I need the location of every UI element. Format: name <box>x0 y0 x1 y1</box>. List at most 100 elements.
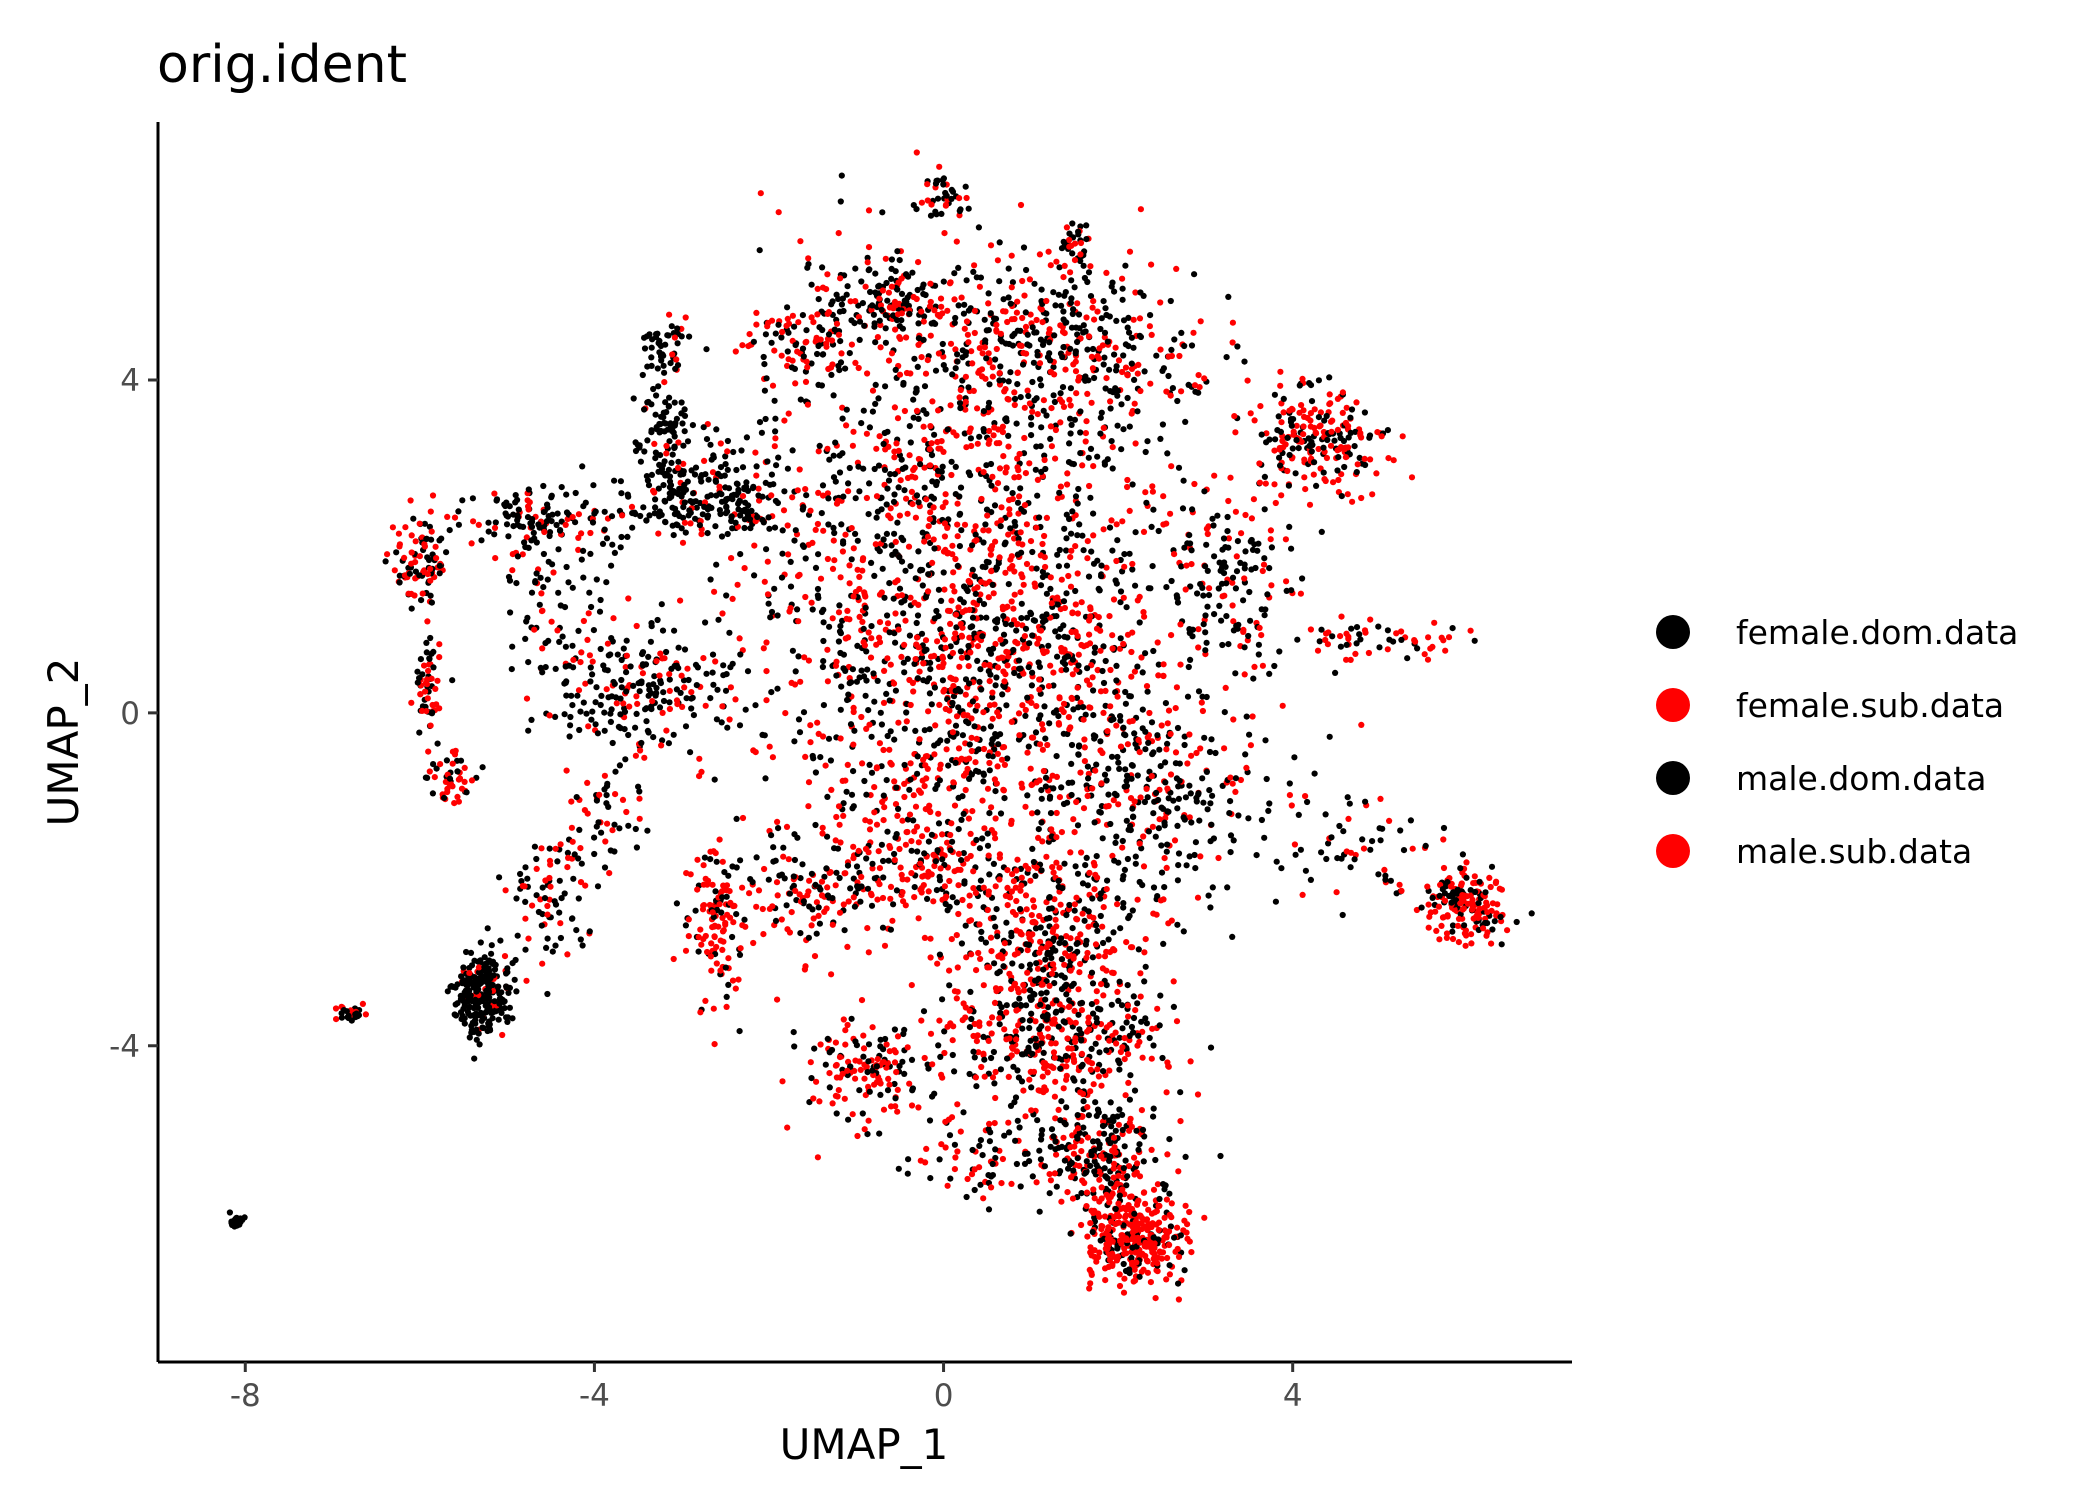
scatter-point <box>1066 230 1073 237</box>
scatter-point <box>1100 709 1107 717</box>
scatter-point <box>760 519 767 526</box>
scatter-point <box>766 481 774 488</box>
scatter-point <box>1077 769 1084 776</box>
scatter-point <box>1015 535 1022 542</box>
scatter-point <box>957 620 964 628</box>
scatter-point <box>1227 474 1234 481</box>
scatter-point <box>899 876 906 883</box>
scatter-point <box>978 686 985 693</box>
scatter-point <box>1059 353 1066 361</box>
scatter-point <box>835 803 843 810</box>
scatter-point <box>1440 824 1448 832</box>
scatter-point <box>1110 596 1118 603</box>
scatter-point <box>719 703 726 710</box>
scatter-point <box>1141 613 1148 620</box>
scatter-point <box>1331 437 1338 444</box>
scatter-points <box>226 149 1535 1303</box>
scatter-point <box>1042 774 1050 781</box>
scatter-point <box>601 709 608 716</box>
scatter-point <box>876 881 883 888</box>
scatter-point <box>554 510 561 517</box>
scatter-point <box>881 466 889 473</box>
scatter-point <box>451 800 458 807</box>
scatter-point <box>1108 517 1115 524</box>
scatter-point <box>1040 407 1047 414</box>
scatter-point <box>395 530 402 537</box>
scatter-point <box>1060 308 1067 315</box>
scatter-point <box>1160 672 1167 679</box>
scatter-point <box>768 689 775 696</box>
scatter-point <box>818 878 826 885</box>
scatter-point <box>1027 765 1034 772</box>
scatter-point <box>780 853 787 860</box>
scatter-point <box>1332 669 1339 677</box>
scatter-point <box>952 314 959 322</box>
scatter-point <box>1022 625 1030 632</box>
scatter-point <box>733 466 740 474</box>
scatter-point <box>1221 709 1228 716</box>
scatter-point <box>797 238 804 245</box>
scatter-point <box>876 433 883 440</box>
scatter-point <box>1051 332 1058 339</box>
scatter-point <box>909 501 916 508</box>
scatter-point <box>1028 810 1036 817</box>
scatter-point <box>1272 499 1279 507</box>
scatter-point <box>1210 522 1217 529</box>
scatter-point <box>1378 433 1385 440</box>
scatter-point <box>1021 502 1029 509</box>
scatter-point <box>876 740 884 747</box>
scatter-point <box>821 908 828 916</box>
scatter-point <box>837 623 844 630</box>
scatter-point <box>618 490 625 497</box>
scatter-point <box>653 392 660 399</box>
scatter-point <box>843 291 850 298</box>
scatter-point <box>994 750 1002 758</box>
scatter-point <box>578 530 585 537</box>
scatter-point <box>729 977 737 984</box>
scatter-point <box>819 326 826 334</box>
scatter-point <box>780 844 787 851</box>
scatter-point <box>1075 228 1082 235</box>
scatter-point <box>942 644 949 651</box>
scatter-point <box>904 816 912 823</box>
scatter-point <box>548 618 555 625</box>
scatter-point <box>928 493 935 500</box>
scatter-point <box>1180 477 1187 484</box>
scatter-point <box>1286 792 1293 799</box>
scatter-point <box>1458 880 1465 887</box>
scatter-point <box>1022 712 1029 720</box>
scatter-point <box>424 554 431 561</box>
scatter-point <box>1277 382 1284 389</box>
scatter-point <box>893 440 900 447</box>
scatter-point <box>1124 324 1131 331</box>
scatter-point <box>828 786 835 794</box>
scatter-point <box>1131 668 1138 675</box>
scatter-point <box>825 331 833 338</box>
scatter-point <box>931 307 938 314</box>
scatter-point <box>871 572 878 580</box>
scatter-point <box>817 575 825 582</box>
scatter-point <box>679 420 686 427</box>
scatter-point <box>907 563 914 570</box>
scatter-point <box>1104 877 1111 884</box>
scatter-point <box>687 498 694 505</box>
scatter-point <box>815 551 822 558</box>
scatter-point <box>531 626 538 633</box>
scatter-point <box>739 342 746 349</box>
scatter-point <box>858 713 865 721</box>
scatter-point <box>640 504 647 511</box>
scatter-point <box>869 302 876 309</box>
scatter-point <box>1029 378 1036 386</box>
scatter-point <box>886 746 893 753</box>
scatter-point <box>996 370 1003 377</box>
scatter-point <box>1077 429 1084 436</box>
scatter-point <box>1070 361 1077 368</box>
scatter-point <box>1151 798 1158 805</box>
scatter-point <box>989 473 996 480</box>
scatter-point <box>408 590 415 598</box>
scatter-point <box>630 682 637 690</box>
scatter-point <box>1000 668 1007 675</box>
scatter-point <box>1006 511 1013 518</box>
scatter-point <box>1408 474 1416 481</box>
scatter-point <box>764 558 771 565</box>
